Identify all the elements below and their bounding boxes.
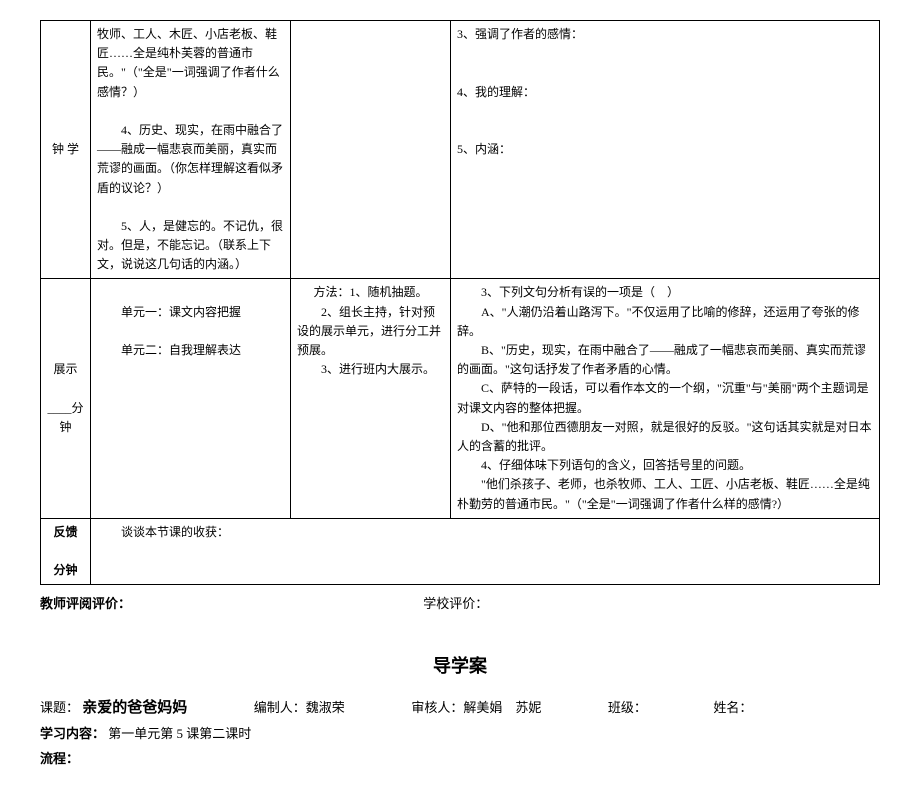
text-block: 谈谈本节课的收获：: [97, 523, 873, 542]
evaluation-row: 教师评阅评价： 学校评价：: [40, 593, 880, 612]
section-title: 导学案: [40, 652, 880, 678]
text-block: D、"他和那位西德朋友一对照，就是很好的反驳。"这句话其实就是对日本人的含蓄的批…: [457, 418, 873, 456]
label-b: ____分钟: [47, 399, 84, 437]
row2-col2: 单元一：课文内容把握 单元二：自我理解表达: [91, 279, 291, 518]
topic-value: 亲爱的爸爸妈妈: [82, 700, 187, 716]
author-value: 魏淑荣: [306, 700, 345, 715]
label-a: 展示: [47, 360, 84, 379]
name-label: 姓名：: [713, 700, 752, 715]
row2-col4: 3、下列文句分析有误的一项是（ ） A、"人潮仍沿着山路泻下。"不仅运用了比喻的…: [451, 279, 880, 518]
meta-line-2: 学习内容： 第一单元第 5 课第二课时: [40, 723, 880, 742]
row2-label: 展示 ____分钟: [41, 279, 91, 518]
topic-label: 课题：: [40, 700, 79, 715]
content-label: 学习内容：: [40, 726, 105, 741]
text-block: 3、强调了作者的感情：: [457, 25, 873, 44]
text-block: 单元二：自我理解表达: [97, 341, 284, 360]
row1-label: 钟 学: [41, 21, 91, 279]
lesson-table: 钟 学 牧师、工人、木匠、小店老板、鞋匠……全是纯朴芙蓉的普通市民。"（"全是"…: [40, 20, 880, 585]
text-block: 单元一：课文内容把握: [97, 303, 284, 322]
teacher-eval-label: 教师评阅评价：: [40, 593, 420, 612]
text-block: 4、历史、现实，在雨中融合了——融成一幅悲哀而美丽，真实而荒谬的画面。（你怎样理…: [97, 121, 284, 198]
row1-col3: [291, 21, 451, 279]
row1-col4: 3、强调了作者的感情： 4、我的理解： 5、内涵：: [451, 21, 880, 279]
reviewer-value: 解美娟 苏妮: [463, 700, 541, 715]
row1-col2: 牧师、工人、木匠、小店老板、鞋匠……全是纯朴芙蓉的普通市民。"（"全是"一词强调…: [91, 21, 291, 279]
text-block: "他们杀孩子、老师，也杀牧师、工人、工匠、小店老板、鞋匠……全是纯朴勤劳的普通市…: [457, 475, 873, 513]
text-block: 4、我的理解：: [457, 83, 873, 102]
text-block: 5、人，是健忘的。不记仇，很对。但是，不能忘记。（联系上下文，说说这几句话的内涵…: [97, 217, 284, 275]
text-block: 方法：1、随机抽题。: [297, 283, 444, 302]
meta-line-1: 课题： 亲爱的爸爸妈妈 编制人：魏淑荣 审核人：解美娟 苏妮 班级： 姓名：: [40, 696, 880, 717]
author-label: 编制人：: [254, 700, 306, 715]
table-row: 展示 ____分钟 单元一：课文内容把握 单元二：自我理解表达 方法：1、随机抽…: [41, 279, 880, 518]
table-row: 反馈 分钟 谈谈本节课的收获：: [41, 518, 880, 585]
row2-col3: 方法：1、随机抽题。 2、组长主持，针对预设的展示单元，进行分工并预展。 3、进…: [291, 279, 451, 518]
meta-line-3: 流程：: [40, 748, 880, 767]
text-block: 2、组长主持，针对预设的展示单元，进行分工并预展。: [297, 303, 444, 361]
text-block: A、"人潮仍沿着山路泻下。"不仅运用了比喻的修辞，还运用了夸张的修辞。: [457, 303, 873, 341]
class-label: 班级：: [608, 700, 647, 715]
text-block: 4、仔细体味下列语句的含义，回答括号里的问题。: [457, 456, 873, 475]
table-row: 钟 学 牧师、工人、木匠、小店老板、鞋匠……全是纯朴芙蓉的普通市民。"（"全是"…: [41, 21, 880, 279]
content-value: 第一单元第 5 课第二课时: [108, 726, 251, 741]
school-eval-label: 学校评价：: [423, 596, 488, 611]
text-block: C、萨特的一段话，可以看作本文的一个纲，"沉重"与"美丽"两个主题词是对课文内容…: [457, 379, 873, 417]
text-block: 牧师、工人、木匠、小店老板、鞋匠……全是纯朴芙蓉的普通市民。"（"全是"一词强调…: [97, 25, 284, 102]
text-block: 3、进行班内大展示。: [297, 360, 444, 379]
flow-label: 流程：: [40, 751, 79, 766]
text-block: 3、下列文句分析有误的一项是（ ）: [457, 283, 873, 302]
text-block: B、"历史，现实，在雨中融合了——融成了一幅悲哀而美丽、真实而荒谬的画面。"这句…: [457, 341, 873, 379]
row3-label: 反馈 分钟: [41, 518, 91, 585]
reviewer-label: 审核人：: [411, 700, 463, 715]
text-block: 5、内涵：: [457, 140, 873, 159]
row3-content: 谈谈本节课的收获：: [91, 518, 880, 585]
